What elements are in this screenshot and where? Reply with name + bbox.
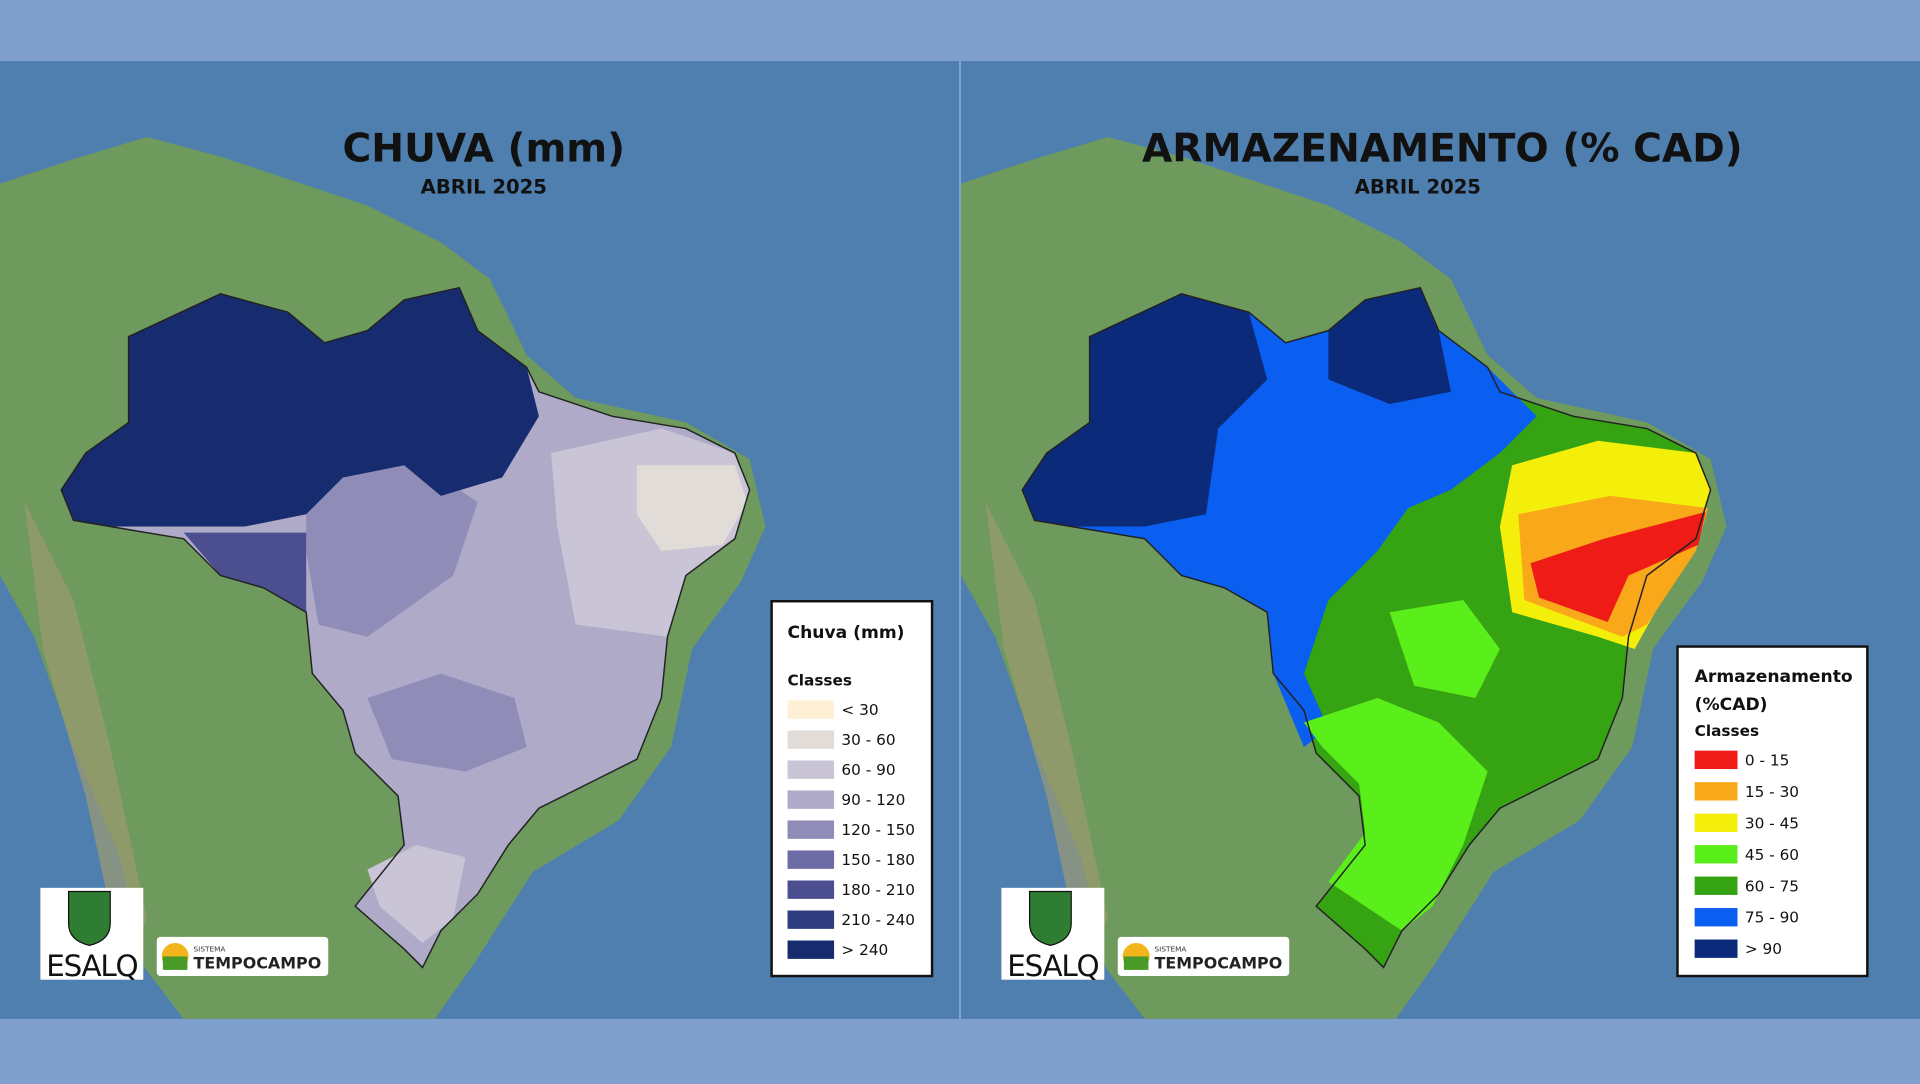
legend-label: 0 - 15 [1745,751,1789,769]
legend-swatch [1694,845,1738,864]
brazil-outline [1021,286,1712,969]
legend: Armazenamento (%CAD) Classes 0 - 15 15 - 30 3… [1676,645,1869,978]
brazil-outline [60,286,751,969]
esalq-text: ESALQ [46,949,137,983]
legend-label: 15 - 30 [1745,783,1799,801]
legend-label: 60 - 90 [841,761,895,779]
legend-label: > 90 [1745,940,1782,958]
tempocampo-sistema: SISTEMA [1155,945,1187,954]
region [636,465,748,552]
map-panel: CHUVA (mm) ABRIL 2025 Chuva (mm) Classes < 3… [0,61,959,1019]
legend-label: 120 - 150 [841,821,915,839]
legend-label: 210 - 240 [841,911,915,929]
legend-swatch [1694,782,1738,801]
legend-label: 30 - 60 [841,731,895,749]
region [1303,697,1488,931]
legend-swatch [1694,876,1738,895]
legend-swatch [787,940,835,959]
tempocampo-text: TEMPOCAMPO [1155,954,1283,973]
tempocampo-text: TEMPOCAMPO [194,954,322,973]
map-panel: ARMAZENAMENTO (% CAD) ABRIL 2025 Armazenam… [961,61,1920,1019]
region [367,844,466,943]
esalq-shield [1028,890,1072,947]
tempocampo-field [162,956,188,970]
map-title: ARMAZENAMENTO (% CAD) [1142,127,1743,172]
region [1530,511,1706,623]
region [1022,293,1268,527]
legend-label: 60 - 75 [1745,877,1799,895]
legend-label: 30 - 45 [1745,814,1799,832]
region [183,532,307,613]
legend-swatch [1694,908,1738,927]
tempocampo-field [1123,956,1149,970]
legend-label: 180 - 210 [841,881,915,899]
legend-swatch [787,880,835,899]
map-title: CHUVA (mm) [343,127,626,172]
legend-swatch [1694,939,1738,958]
esalq-text: ESALQ [1007,949,1098,983]
legend-swatch [787,700,835,719]
legend-label: > 240 [841,941,888,959]
region [1389,600,1500,698]
legend-label: 150 - 180 [841,851,915,869]
region [306,453,478,637]
region [61,287,539,527]
region [1328,287,1451,405]
tempocampo-sistema: SISTEMA [194,945,226,954]
legend-label: 75 - 90 [1745,909,1799,927]
legend-title: Chuva (mm) [788,623,905,643]
legend-label: 90 - 120 [841,791,905,809]
legend-swatch [787,850,835,869]
legend-label: < 30 [841,701,878,719]
legend-title: Armazenamento [1695,667,1853,687]
legend-swatch [787,790,835,809]
legend-title: (%CAD) [1695,695,1768,715]
legend-swatch [787,760,835,779]
map-subtitle: ABRIL 2025 [1355,175,1481,198]
map-subtitle: ABRIL 2025 [421,175,547,198]
andes [985,502,1108,968]
legend-subtitle: Classes [1695,722,1759,740]
andes [24,502,147,968]
tempocampo-box [156,936,329,977]
legend-swatch [787,910,835,929]
legend: Chuva (mm) Classes < 30 30 - 60 60 - 90 90 - … [770,600,934,978]
esalq-shield [67,890,111,947]
legend-swatch [1694,750,1738,770]
tempocampo-box [1117,936,1290,977]
region [367,673,527,772]
legend-subtitle: Classes [788,672,852,690]
legend-label: 45 - 60 [1745,846,1799,864]
legend-swatch [787,730,835,749]
legend-swatch [1694,813,1738,832]
legend-swatch [787,820,835,839]
